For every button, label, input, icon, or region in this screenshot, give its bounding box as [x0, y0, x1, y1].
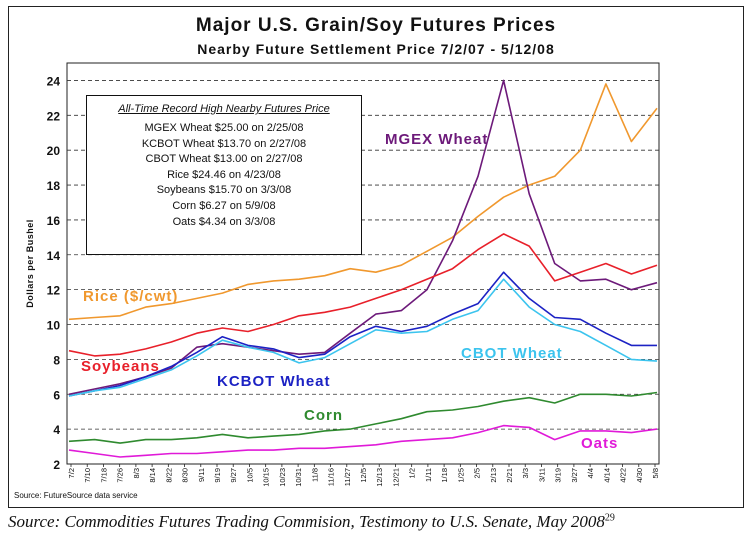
x-tick-label: 2/21 [505, 468, 514, 483]
caption-text: Source: Commodities Futures Trading Comm… [8, 512, 605, 531]
x-tick-label: 5/8 [651, 468, 660, 478]
x-tick-label: 11/27 [343, 468, 352, 486]
x-tick-label: 7/2 [67, 468, 76, 478]
y-tick-label: 16 [47, 214, 61, 228]
x-tick-label: 10/31 [294, 468, 303, 487]
y-axis-label: Dollars per Bushel [25, 219, 35, 308]
chart-frame: 2 4 6 8 10 12 14 16 18 20 22 24 Dollars per Bushel 7/… [8, 6, 744, 508]
series-label-kcbot-wheat: KCBOT Wheat [217, 373, 331, 390]
series-line-cbot-wheat [68, 278, 658, 397]
x-tick-label: 4/4 [586, 468, 595, 478]
x-tick-label: 10/5 [245, 468, 254, 483]
x-tick-label: 4/30 [635, 468, 644, 483]
x-tick-label: 11/8 [310, 468, 319, 482]
x-tick-label: 4/22 [619, 468, 628, 483]
y-tick-label: 22 [47, 109, 61, 123]
x-tick-label: 1/18 [440, 468, 449, 483]
x-tick-label: 12/21 [391, 468, 400, 487]
series-line-mgex-wheat [68, 79, 658, 396]
y-tick-label: 6 [53, 388, 60, 402]
y-tick-label: 10 [47, 319, 61, 333]
series-label-rice: Rice ($/cwt) [83, 288, 179, 305]
x-tick-label: 8/14 [148, 468, 157, 483]
y-tick-label: 14 [47, 249, 61, 263]
y-tick-label: 4 [53, 423, 60, 437]
series-line-soybeans [68, 233, 658, 357]
x-tick-label: 3/11 [537, 468, 546, 482]
caption-footnote: 29 [604, 512, 615, 524]
x-tick-label: 9/19 [213, 468, 222, 483]
x-tick-label: 8/3 [132, 468, 141, 478]
x-tick-label: 4/14 [602, 468, 611, 483]
record-item: KCBOT Wheat $13.70 on 2/27/08 [141, 137, 307, 150]
x-tick-label: 3/19 [554, 468, 563, 483]
source-note: Source: FutureSource data service [14, 491, 138, 500]
x-tick-label: 12/5 [359, 468, 368, 483]
series-line-kcbot-wheat [68, 271, 657, 397]
record-item: Oats $4.34 on 3/3/08 [172, 215, 276, 228]
chart-title: Major U.S. Grain/Soy Futures Prices [195, 15, 557, 36]
x-tick-label: 12/13 [375, 468, 384, 487]
series-line-oats [68, 424, 658, 458]
y-tick-label: 12 [47, 284, 61, 298]
x-tick-label: 9/27 [229, 468, 238, 483]
x-tick-label: 7/26 [116, 468, 125, 483]
series-label-cbot-wheat: CBOT Wheat [461, 345, 563, 362]
figure-caption: Source: Commodities Futures Trading Comm… [8, 512, 748, 532]
series-label-soybeans: Soybeans [81, 358, 160, 375]
x-tick-label: 3/3 [521, 468, 530, 478]
x-tick-label: 10/15 [262, 468, 271, 487]
record-item: CBOT Wheat $13.00 on 2/27/08 [145, 153, 303, 166]
x-tick-label: 8/22 [164, 468, 173, 483]
record-item: MGEX Wheat $25.00 on 2/25/08 [144, 122, 304, 134]
x-tick-label: 2/13 [489, 468, 498, 483]
chart-subtitle: Nearby Future Settlement Price 7/2/07 - … [197, 41, 555, 57]
y-tick-label: 20 [47, 144, 61, 158]
x-tick-label: 1/2 [408, 468, 417, 478]
record-item: Corn $6.27 on 5/9/08 [172, 199, 276, 212]
record-item: Soybeans $15.70 on 3/3/08 [156, 184, 292, 197]
record-item: Rice $24.46 on 4/23/08 [167, 168, 281, 181]
x-tick-label: 3/27 [570, 468, 579, 483]
y-tick-label: 8 [53, 353, 60, 367]
x-tick-label: 11/16 [327, 468, 336, 486]
series-label-oats: Oats [581, 435, 619, 452]
x-tick-label: 2/5 [473, 468, 482, 478]
y-tick-label: 2 [53, 458, 60, 472]
x-tick-label: 1/25 [456, 468, 465, 483]
x-tick-label: 1/11 [424, 468, 433, 482]
series-line-corn [68, 391, 658, 444]
x-tick-label: 7/10 [83, 468, 92, 483]
x-tick-label: 8/30 [181, 468, 190, 483]
records-box: All-Time Record High Nearby Futures Pric… [86, 95, 362, 255]
y-tick-label: 24 [47, 74, 61, 88]
x-tick-label: 9/11 [197, 468, 206, 482]
series-line-rice-cwt [68, 83, 658, 321]
series-label-corn: Corn [304, 407, 343, 424]
x-tick-label: 7/18 [99, 468, 108, 483]
x-tick-label: 10/23 [278, 468, 287, 487]
records-list: MGEX Wheat $25.00 on 2/25/08 KCBOT Wheat… [87, 121, 361, 230]
y-tick-label: 18 [47, 179, 61, 193]
series-label-mgex-wheat: MGEX Wheat [385, 131, 489, 148]
records-heading: All-Time Record High Nearby Futures Pric… [118, 103, 330, 115]
